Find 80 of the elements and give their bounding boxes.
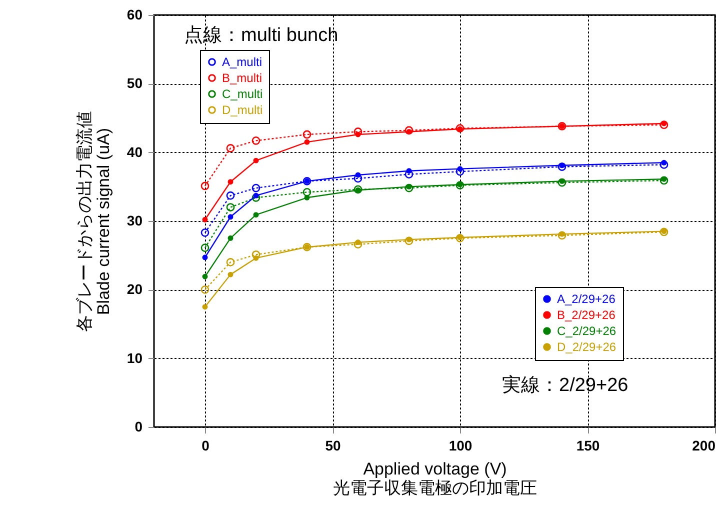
point — [559, 162, 565, 168]
y-tick-label: 10 — [126, 350, 143, 366]
point — [354, 240, 362, 249]
x-axis-title: Applied voltage (V) 光電子収集電極の印加電圧 — [333, 460, 537, 498]
point — [456, 167, 464, 176]
point — [661, 120, 667, 126]
point — [354, 128, 362, 136]
point — [304, 139, 310, 145]
y-axis-title: 各ブレードからの出力電流値 Blade current signal (uA) — [74, 111, 113, 332]
legend-label: A_multi — [222, 55, 262, 69]
point — [252, 184, 260, 192]
point — [200, 228, 210, 237]
point — [253, 255, 259, 261]
y-tick-label: 20 — [126, 281, 143, 298]
point — [200, 182, 210, 190]
point — [226, 203, 235, 212]
point — [558, 178, 566, 187]
point — [302, 188, 312, 196]
legend-label: D_2/29+26 — [557, 340, 616, 354]
point — [558, 231, 566, 240]
point — [661, 160, 667, 166]
point — [404, 236, 414, 246]
point — [406, 129, 412, 134]
point — [202, 254, 208, 260]
legend-label: C_multi — [222, 87, 263, 101]
point — [457, 166, 463, 172]
point — [253, 212, 259, 218]
point — [228, 214, 234, 220]
annotation: 実線：2/29+26 — [502, 374, 628, 396]
y-tick-label: 50 — [126, 75, 143, 92]
point — [406, 168, 412, 174]
point — [228, 179, 234, 185]
point — [252, 193, 260, 202]
point — [660, 120, 668, 130]
point — [228, 235, 234, 241]
y-tick-label: 30 — [126, 212, 143, 228]
point — [559, 231, 565, 237]
point — [404, 126, 414, 135]
point — [660, 160, 668, 169]
point — [252, 250, 260, 259]
y-tick-label: 40 — [126, 144, 143, 160]
point — [661, 176, 667, 182]
point — [355, 132, 361, 138]
point — [558, 162, 566, 171]
point — [406, 184, 412, 190]
legend-label: B_2/29+26 — [557, 308, 616, 322]
y-tick-label: 60 — [126, 6, 143, 22]
legend-label: C_2/29+26 — [557, 324, 616, 338]
point — [355, 240, 361, 246]
legend-label: D_multi — [222, 103, 263, 117]
point — [228, 272, 234, 278]
point — [355, 172, 361, 178]
point — [253, 158, 259, 164]
point — [252, 136, 260, 145]
point — [253, 192, 259, 198]
y-tick-label: 0 — [134, 418, 143, 434]
legend-label: A_2/29+26 — [557, 292, 616, 306]
point — [354, 174, 362, 183]
point — [559, 178, 565, 184]
x-tick-label: 150 — [576, 438, 600, 454]
point — [302, 130, 312, 139]
x-tick-label: 100 — [448, 438, 472, 454]
point — [406, 236, 412, 242]
x-tick-label: 0 — [202, 438, 210, 454]
point — [226, 258, 235, 266]
point — [660, 176, 668, 185]
point — [404, 184, 414, 192]
point — [226, 144, 235, 152]
point — [202, 304, 208, 310]
point — [202, 274, 208, 280]
point — [226, 191, 235, 200]
annotation: 点線：multi bunch — [184, 25, 338, 46]
x-tick-label: 50 — [325, 438, 341, 454]
point — [304, 194, 310, 200]
point — [202, 216, 208, 222]
legend-label: B_multi — [222, 71, 262, 85]
point — [200, 244, 210, 252]
point — [404, 170, 414, 178]
x-tick-label: 200 — [692, 438, 716, 454]
point — [200, 285, 210, 294]
